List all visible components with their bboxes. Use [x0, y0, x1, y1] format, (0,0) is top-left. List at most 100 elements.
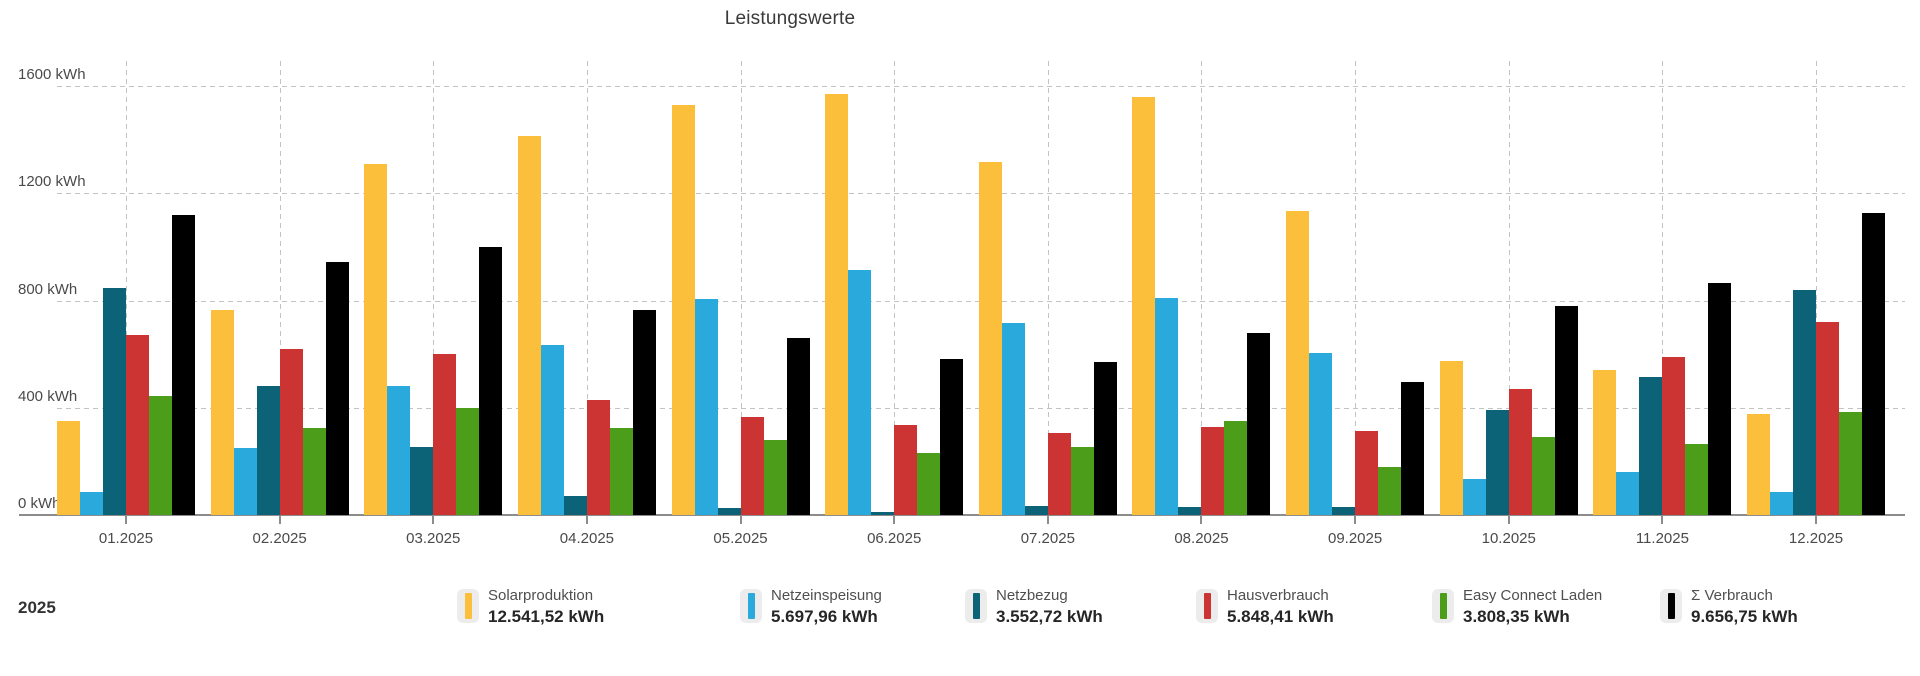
bar-easy-connect-laden-08.2025[interactable] [1224, 421, 1248, 515]
bar-hausverbrauch-03.2025[interactable] [433, 354, 457, 515]
bar-hausverbrauch-01.2025[interactable] [126, 335, 149, 515]
bar-easy-connect-laden-03.2025[interactable] [456, 408, 480, 515]
bar-netzeinspeisung-08.2025[interactable] [1155, 298, 1179, 515]
bar-easy-connect-laden-01.2025[interactable] [149, 396, 172, 515]
bar-hausverbrauch-12.2025[interactable] [1816, 322, 1840, 515]
bar-sum-verbrauch-01.2025[interactable] [172, 215, 195, 515]
bar-netzbezug-10.2025[interactable] [1485, 410, 1509, 515]
x-axis-line [19, 514, 1905, 516]
bar-netzbezug-02.2025[interactable] [256, 386, 280, 515]
legend-item-netzeinspeisung[interactable]: Netzeinspeisung 5.697,96 kWh [740, 583, 882, 628]
bar-easy-connect-laden-10.2025[interactable] [1531, 437, 1555, 515]
bar-hausverbrauch-04.2025[interactable] [586, 400, 610, 515]
bar-netzeinspeisung-12.2025[interactable] [1770, 492, 1794, 515]
legend-series-total: 12.541,52 kWh [488, 607, 605, 626]
bar-solarproduktion-04.2025[interactable] [517, 136, 541, 515]
bar-sum-verbrauch-07.2025[interactable] [1093, 362, 1117, 515]
bar-solarproduktion-01.2025[interactable] [57, 421, 80, 515]
bar-netzbezug-05.2025[interactable] [717, 508, 741, 515]
bar-easy-connect-laden-06.2025[interactable] [917, 453, 941, 515]
bar-easy-connect-laden-02.2025[interactable] [302, 428, 326, 515]
bar-hausverbrauch-05.2025[interactable] [740, 417, 764, 515]
legend-text: Easy Connect Laden 3.808,35 kWh [1463, 583, 1602, 628]
bar-solarproduktion-06.2025[interactable] [825, 94, 849, 515]
legend-item-easy-connect-laden[interactable]: Easy Connect Laden 3.808,35 kWh [1432, 583, 1602, 628]
bar-hausverbrauch-10.2025[interactable] [1508, 389, 1532, 515]
legend-swatch-bar-netzbezug [972, 593, 980, 619]
legend-item-netzbezug[interactable]: Netzbezug 3.552,72 kWh [965, 583, 1103, 628]
bar-netzbezug-12.2025[interactable] [1793, 290, 1817, 515]
bar-netzbezug-01.2025[interactable] [103, 288, 126, 515]
legend-item-sum-verbrauch[interactable]: Σ Verbrauch 9.656,75 kWh [1660, 583, 1798, 628]
legend-series-total: 5.848,41 kWh [1227, 607, 1334, 626]
bar-easy-connect-laden-11.2025[interactable] [1685, 444, 1709, 515]
legend-swatch-easy-connect-laden [1432, 589, 1454, 623]
bar-sum-verbrauch-12.2025[interactable] [1862, 213, 1886, 515]
bar-solarproduktion-12.2025[interactable] [1747, 414, 1771, 515]
bar-sum-verbrauch-04.2025[interactable] [632, 310, 656, 515]
bar-solarproduktion-05.2025[interactable] [671, 105, 695, 515]
bar-hausverbrauch-06.2025[interactable] [894, 425, 918, 515]
bar-sum-verbrauch-02.2025[interactable] [325, 262, 349, 515]
x-axis-label-10.2025: 10.2025 [1481, 530, 1536, 547]
bar-solarproduktion-03.2025[interactable] [364, 164, 388, 515]
bar-sum-verbrauch-08.2025[interactable] [1247, 333, 1271, 515]
bar-netzeinspeisung-03.2025[interactable] [387, 386, 411, 515]
bar-netzeinspeisung-01.2025[interactable] [80, 492, 103, 515]
bar-netzeinspeisung-02.2025[interactable] [233, 448, 257, 515]
legend-item-solarproduktion[interactable]: Solarproduktion 12.541,52 kWh [457, 583, 604, 628]
legend-text: Netzeinspeisung 5.697,96 kWh [771, 583, 882, 628]
bar-easy-connect-laden-04.2025[interactable] [609, 428, 633, 515]
bar-netzbezug-03.2025[interactable] [410, 447, 434, 515]
bar-netzeinspeisung-05.2025[interactable] [694, 299, 718, 515]
bar-hausverbrauch-08.2025[interactable] [1201, 427, 1225, 515]
x-axis-label-05.2025: 05.2025 [713, 530, 768, 547]
bar-easy-connect-laden-05.2025[interactable] [763, 440, 787, 515]
bar-solarproduktion-07.2025[interactable] [978, 162, 1002, 515]
bar-hausverbrauch-09.2025[interactable] [1355, 431, 1379, 515]
bar-solarproduktion-02.2025[interactable] [210, 310, 234, 515]
bar-netzbezug-06.2025[interactable] [871, 512, 895, 515]
bar-sum-verbrauch-11.2025[interactable] [1708, 283, 1732, 515]
x-tick-10.2025 [1507, 516, 1510, 524]
bar-netzbezug-07.2025[interactable] [1024, 506, 1048, 515]
bar-sum-verbrauch-06.2025[interactable] [940, 359, 964, 515]
legend-series-name: Easy Connect Laden [1463, 587, 1603, 604]
bar-sum-verbrauch-05.2025[interactable] [786, 338, 810, 515]
x-tick-04.2025 [585, 516, 588, 524]
bar-easy-connect-laden-07.2025[interactable] [1070, 447, 1094, 515]
bar-netzeinspeisung-11.2025[interactable] [1616, 472, 1640, 515]
legend-swatch-sum-verbrauch [1660, 589, 1682, 623]
bar-netzbezug-09.2025[interactable] [1332, 507, 1356, 515]
x-tick-07.2025 [1046, 516, 1049, 524]
legend-swatch-bar-netzeinspeisung [747, 593, 755, 619]
bar-solarproduktion-10.2025[interactable] [1439, 361, 1463, 515]
bar-hausverbrauch-11.2025[interactable] [1662, 357, 1686, 515]
bar-sum-verbrauch-03.2025[interactable] [479, 247, 503, 515]
bar-netzeinspeisung-09.2025[interactable] [1309, 353, 1333, 515]
bar-netzbezug-11.2025[interactable] [1639, 377, 1663, 515]
bar-sum-verbrauch-09.2025[interactable] [1401, 382, 1425, 515]
chart-title: Leistungswerte [724, 8, 856, 29]
bar-easy-connect-laden-09.2025[interactable] [1378, 467, 1402, 515]
bar-solarproduktion-11.2025[interactable] [1593, 370, 1617, 515]
bar-solarproduktion-08.2025[interactable] [1132, 97, 1156, 515]
bar-solarproduktion-09.2025[interactable] [1286, 211, 1310, 515]
legend-item-hausverbrauch[interactable]: Hausverbrauch 5.848,41 kWh [1196, 583, 1334, 628]
x-tick-03.2025 [432, 516, 435, 524]
legend-series-total: 3.808,35 kWh [1463, 607, 1570, 626]
bar-netzbezug-08.2025[interactable] [1178, 507, 1202, 515]
bar-netzeinspeisung-06.2025[interactable] [848, 270, 872, 515]
bar-hausverbrauch-02.2025[interactable] [279, 349, 303, 515]
bar-netzeinspeisung-10.2025[interactable] [1462, 479, 1486, 515]
bar-sum-verbrauch-10.2025[interactable] [1554, 306, 1578, 515]
x-axis-label-11.2025: 11.2025 [1635, 530, 1689, 547]
plot-area: 0 kWh 400 kWh 800 kWh 1200 kWh 1600 kWh 01.20… [18, 55, 1905, 547]
legend-swatch-netzbezug [965, 589, 987, 623]
bar-hausverbrauch-07.2025[interactable] [1047, 433, 1071, 515]
bar-easy-connect-laden-12.2025[interactable] [1839, 412, 1863, 515]
bar-netzbezug-04.2025[interactable] [563, 496, 587, 515]
bar-netzeinspeisung-07.2025[interactable] [1001, 323, 1025, 515]
bar-group-05.2025 [671, 55, 810, 515]
bar-netzeinspeisung-04.2025[interactable] [540, 345, 564, 515]
